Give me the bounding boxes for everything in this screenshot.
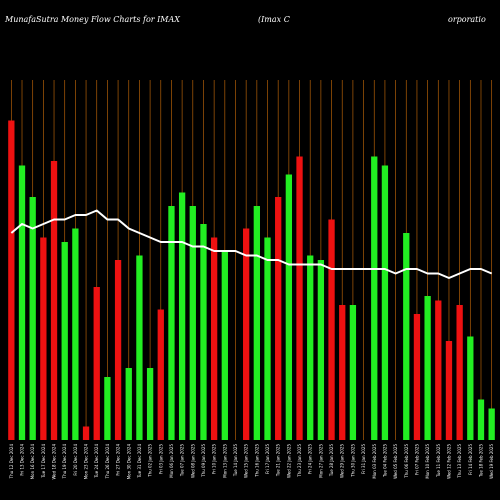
x-tick-label: Tue 14 Jan 2025 (233, 444, 238, 478)
bar-thu-09-jan-2025 (200, 224, 207, 440)
x-tick-label: Wed 15 Jan 2025 (244, 444, 249, 478)
bar-tue-11-feb-2025 (435, 300, 442, 440)
bar-tue-18-feb-2025 (477, 399, 485, 440)
bar-tue-07-jan-2025 (178, 192, 186, 440)
bar-thu-26-dec-2024 (104, 377, 111, 440)
bar-wed-08-jan-2025 (189, 206, 196, 440)
x-tick-label: Fri 07 Feb 2025 (414, 444, 419, 475)
x-tick-label: Mon 06 Jan 2025 (169, 444, 174, 478)
x-tick-label: Mon 30 Dec 2024 (126, 444, 131, 480)
flow-line-group (10, 209, 493, 279)
bar-fri-20-dec-2024 (72, 228, 79, 440)
x-tick-labels: Wed 19 Feb 2025 Tue 18 Feb 2025 Fri 14 Feb… (9, 444, 494, 480)
bar-wed-12-feb-2025 (445, 341, 453, 440)
x-tick-label: Tue 21 Jan 2025 (276, 444, 281, 478)
x-tick-label: Mon 27 Jan 2025 (318, 444, 323, 478)
x-tick-label: Mon 03 Feb 2025 (372, 444, 377, 479)
bar-mon-16-dec-2024 (29, 197, 36, 440)
bar-thu-16-jan-2025 (253, 206, 260, 440)
bar-mon-06-jan-2025 (168, 206, 175, 440)
x-tick-label: Tue 24 Dec 2024 (94, 444, 99, 479)
bar-thu-19-dec-2024 (61, 242, 68, 440)
bar-wed-19-feb-2025 (488, 408, 495, 440)
bar-tue-24-dec-2024 (93, 287, 100, 440)
bar-fri-27-dec-2024 (114, 260, 122, 440)
bar-tue-17-dec-2024 (40, 237, 47, 440)
bar-tue-21-jan-2025 (275, 197, 282, 440)
x-tick-label: Thu 26 Dec 2024 (105, 444, 110, 480)
x-tick-label: Tue 18 Feb 2025 (478, 444, 483, 478)
x-tick-label: Mon 23 Dec 2024 (84, 444, 89, 480)
bar-mon-13-jan-2025 (221, 251, 228, 440)
bar-thu-23-jan-2025 (296, 156, 303, 440)
bar-thu-30-jan-2025 (349, 305, 357, 440)
x-tick-label: Mon 10 Feb 2025 (425, 444, 430, 479)
x-tick-label: Wed 19 Feb 2025 (489, 444, 494, 479)
x-tick-label: Tue 07 Jan 2025 (180, 444, 185, 478)
x-tick-label: Tue 17 Dec 2024 (41, 444, 46, 479)
bar-fri-13-dec-2024 (18, 165, 26, 440)
x-tick-label: Wed 08 Jan 2025 (190, 444, 195, 478)
bar-fri-10-jan-2025 (210, 237, 218, 440)
x-tick-label: Wed 18 Dec 2024 (52, 444, 57, 480)
bar-fri-07-feb-2025 (413, 314, 421, 440)
money-flow-line (10, 209, 493, 279)
x-tick-label: Fri 03 Jan 2025 (158, 444, 163, 474)
bar-mon-03-feb-2025 (371, 156, 378, 440)
bar-wed-29-jan-2025 (339, 305, 346, 440)
bar-mon-23-dec-2024 (82, 426, 90, 440)
x-tick-label: Thu 23 Jan 2025 (297, 444, 302, 478)
bar-thu-12-dec-2024 (8, 120, 15, 440)
x-tick-label: Wed 29 Jan 2025 (340, 444, 345, 478)
bar-fri-03-jan-2025 (157, 309, 164, 440)
x-tick-label: Wed 22 Jan 2025 (286, 444, 291, 478)
bar-mon-30-dec-2024 (125, 368, 132, 440)
x-tick-label: Thu 30 Jan 2025 (350, 444, 355, 478)
chart-title: MunafaSutra Money Flow Charts for IMAX (4, 15, 180, 24)
bar-wed-22-jan-2025 (285, 174, 293, 440)
x-tick-label: Fri 13 Dec 2024 (20, 444, 25, 476)
x-tick-label: Thu 12 Dec 2024 (9, 444, 14, 480)
bar-mon-27-jan-2025 (317, 260, 325, 440)
x-tick-label: Fri 24 Jan 2025 (308, 444, 313, 474)
x-tick-label: Mon 13 Jan 2025 (222, 444, 227, 478)
bar-fri-24-jan-2025 (307, 255, 314, 440)
bar-tue-28-jan-2025 (328, 219, 335, 440)
x-tick-label: Fri 17 Jan 2025 (265, 444, 270, 474)
bar-mon-10-feb-2025 (424, 296, 431, 440)
x-tick-label: Fri 27 Dec 2024 (116, 444, 121, 476)
x-tick-label: Tue 04 Feb 2025 (382, 444, 387, 478)
x-tick-label: Tue 28 Jan 2025 (329, 444, 334, 478)
x-tick-label: Thu 19 Dec 2024 (62, 444, 67, 480)
bar-wed-15-jan-2025 (243, 228, 250, 440)
x-tick-label: Thu 16 Jan 2025 (254, 444, 259, 478)
bar-thu-06-feb-2025 (403, 233, 410, 440)
x-tick-label: Tue 31 Dec 2024 (137, 444, 142, 479)
x-tick-label: Fri 10 Jan 2025 (212, 444, 217, 474)
bar-wed-18-dec-2024 (50, 161, 58, 440)
x-tick-label: Wed 12 Feb 2025 (446, 444, 451, 479)
x-tick-label: Thu 02 Jan 2025 (148, 444, 153, 478)
x-tick-label: Thu 13 Feb 2025 (457, 444, 462, 479)
bar-fri-17-jan-2025 (264, 237, 271, 440)
chart-title-company-a: (Imax C (258, 15, 290, 24)
bar-thu-13-feb-2025 (456, 305, 463, 440)
x-tick-label: Tue 11 Feb 2025 (436, 444, 441, 478)
x-tick-label: Thu 06 Feb 2025 (404, 444, 409, 479)
bar-thu-02-jan-2025 (146, 368, 154, 440)
x-tick-label: Fri 20 Dec 2024 (73, 444, 78, 476)
x-tick-label: Fri 31 Jan 2025 (361, 444, 366, 474)
x-tick-label: Fri 14 Feb 2025 (468, 444, 473, 475)
x-tick-label: Mon 16 Dec 2024 (30, 444, 35, 480)
bars-group (8, 120, 495, 440)
bar-fri-14-feb-2025 (467, 336, 474, 440)
chart-title-company-b: orporatio (448, 15, 486, 24)
bar-tue-04-feb-2025 (381, 165, 389, 440)
bar-tue-31-dec-2024 (136, 255, 143, 440)
x-tick-label: Wed 05 Feb 2025 (393, 444, 398, 479)
x-tick-label: Thu 09 Jan 2025 (201, 444, 206, 478)
